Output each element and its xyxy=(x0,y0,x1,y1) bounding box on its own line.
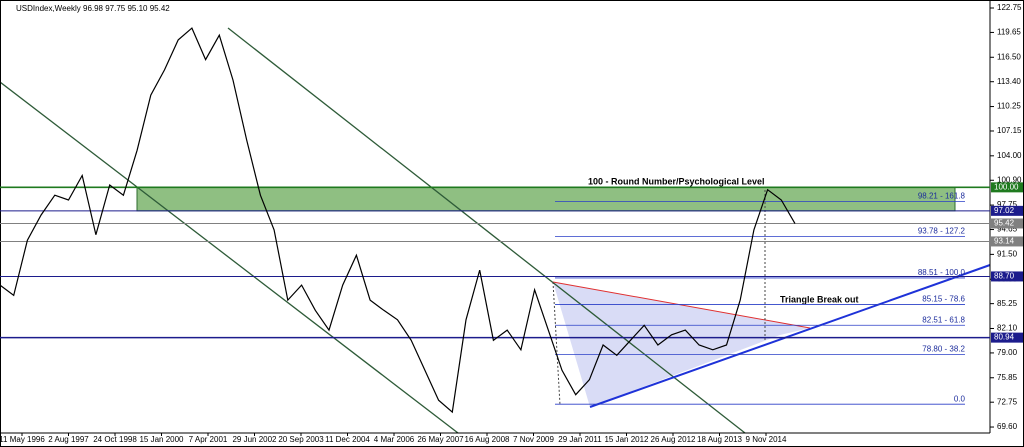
y-tick-label: 69.60 xyxy=(997,422,1018,431)
price-label: 100.00 xyxy=(994,182,1019,191)
annotation: Triangle Break out xyxy=(780,294,859,304)
price-label-box xyxy=(991,218,1023,229)
x-tick-label: 15 Jan 2000 xyxy=(139,435,184,444)
price-label-box xyxy=(991,271,1023,282)
drawing-layer xyxy=(136,186,956,407)
y-tick-label: 94.65 xyxy=(997,225,1018,234)
y-tick-label: 113.40 xyxy=(997,77,1021,86)
dotted-line xyxy=(552,281,561,406)
y-tick-label: 110.25 xyxy=(997,102,1021,111)
x-tick-label: 26 Aug 2012 xyxy=(651,435,696,444)
x-tick-label: 24 Oct 1998 xyxy=(93,435,137,444)
chart-title: USDIndex,Weekly 96.98 97.75 95.10 95.42 xyxy=(16,4,170,13)
y-tick-label: 82.10 xyxy=(997,324,1018,333)
triangle-bottom xyxy=(589,264,991,408)
fib-label: 93.78 - 127.2 xyxy=(918,227,966,236)
y-tick-label: 104.00 xyxy=(997,151,1022,160)
price-label: 93.14 xyxy=(994,237,1015,246)
y-tick-label: 79.00 xyxy=(997,348,1018,357)
x-tick-label: 4 Mar 2006 xyxy=(374,435,415,444)
channel-line xyxy=(0,81,459,434)
triangle-fill xyxy=(553,282,810,407)
y-tick-label: 100.90 xyxy=(997,175,1022,184)
price-label-box xyxy=(991,205,1023,216)
fib-label: 98.21 - 161.8 xyxy=(918,192,966,201)
x-tick-label: 11 Dec 2004 xyxy=(325,435,370,444)
fib-label: 82.51 - 61.8 xyxy=(922,315,965,324)
price-label: 80.94 xyxy=(994,333,1015,342)
x-tick-label: 18 Aug 2013 xyxy=(697,435,742,444)
price-line xyxy=(0,27,796,414)
x-tick-label: 7 Apr 2001 xyxy=(189,435,228,444)
x-tick-label: 2 Aug 1997 xyxy=(48,435,89,444)
y-tick-label: 116.50 xyxy=(997,52,1021,61)
y-tick-label: 97.75 xyxy=(997,200,1018,209)
fib-label: 88.51 - 100.0 xyxy=(918,268,966,277)
channel-line xyxy=(227,27,746,434)
y-tick-label: 119.65 xyxy=(997,28,1021,37)
annotation: 100 - Round Number/Psychological Level xyxy=(588,176,765,186)
x-tick-label: 29 Jan 2011 xyxy=(558,435,602,444)
x-tick-label: 26 May 2007 xyxy=(417,435,464,444)
fib-label: 78.80 - 38.2 xyxy=(922,345,965,354)
x-tick-label: 9 Nov 2014 xyxy=(746,435,787,444)
x-tick-label: 29 Jun 2002 xyxy=(232,435,277,444)
price-label: 88.70 xyxy=(994,272,1015,281)
x-tick-label: 11 May 1996 xyxy=(0,435,45,444)
price-label-box xyxy=(991,236,1023,247)
y-tick-label: 85.25 xyxy=(997,299,1018,308)
price-label-box xyxy=(991,332,1023,343)
price-label-box xyxy=(991,182,1023,193)
fib-label: 0.0 xyxy=(954,394,966,403)
y-tick-label: 122.75 xyxy=(997,3,1022,12)
x-tick-label: 15 Jan 2012 xyxy=(604,435,649,444)
x-tick-label: 20 Sep 2003 xyxy=(278,435,324,444)
y-tick-label: 75.85 xyxy=(997,373,1018,382)
y-tick-label: 72.75 xyxy=(997,397,1018,406)
y-tick-label: 107.15 xyxy=(997,126,1022,135)
price-label: 97.02 xyxy=(994,206,1015,215)
x-tick-label: 16 Aug 2008 xyxy=(465,435,510,444)
triangle-top xyxy=(552,281,811,329)
price-label: 95.42 xyxy=(994,219,1015,228)
y-tick-label: 91.50 xyxy=(997,249,1018,258)
x-tick-label: 7 Nov 2009 xyxy=(513,435,554,444)
fib-label: 85.15 - 78.6 xyxy=(922,295,965,304)
